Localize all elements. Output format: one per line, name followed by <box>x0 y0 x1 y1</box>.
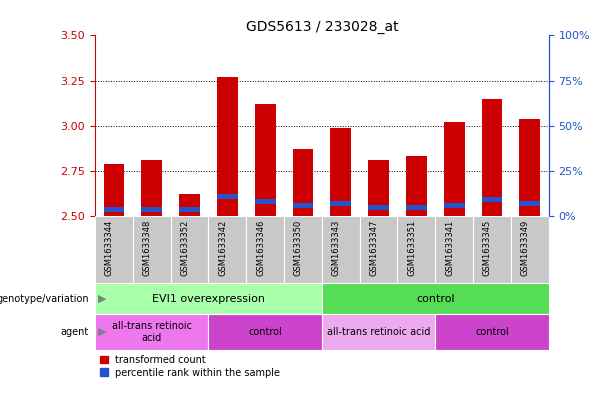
Text: control: control <box>248 327 282 337</box>
Text: all-trans retinoic acid: all-trans retinoic acid <box>327 327 430 337</box>
Bar <box>435 314 549 350</box>
Text: GSM1633347: GSM1633347 <box>370 219 378 276</box>
Text: GSM1633351: GSM1633351 <box>407 219 416 276</box>
Text: GSM1633349: GSM1633349 <box>520 219 530 276</box>
Bar <box>170 216 208 283</box>
Bar <box>246 216 284 283</box>
Bar <box>142 208 162 212</box>
Text: control: control <box>416 294 455 304</box>
Text: agent: agent <box>61 327 89 337</box>
Text: GSM1633342: GSM1633342 <box>218 219 227 276</box>
Text: GSM1633343: GSM1633343 <box>332 219 341 276</box>
Text: GSM1633346: GSM1633346 <box>256 219 265 276</box>
Text: GSM1633341: GSM1633341 <box>445 219 454 276</box>
Bar <box>255 104 275 216</box>
Text: all-trans retinoic
acid: all-trans retinoic acid <box>112 321 192 343</box>
Bar <box>482 197 502 202</box>
Text: GSM1633352: GSM1633352 <box>180 219 189 276</box>
Bar <box>133 216 170 283</box>
Bar <box>482 99 502 216</box>
Text: genotype/variation: genotype/variation <box>0 294 89 304</box>
Bar <box>95 314 208 350</box>
Text: ▶: ▶ <box>98 294 107 304</box>
Bar <box>292 149 313 216</box>
Title: GDS5613 / 233028_at: GDS5613 / 233028_at <box>246 20 398 34</box>
Bar <box>406 206 427 210</box>
Bar <box>284 216 322 283</box>
Bar <box>360 216 397 283</box>
Text: GSM1633345: GSM1633345 <box>483 219 492 276</box>
Bar <box>368 160 389 216</box>
Bar <box>104 164 124 216</box>
Bar <box>444 122 465 216</box>
Bar <box>368 206 389 210</box>
Bar <box>255 199 275 204</box>
Text: GSM1633344: GSM1633344 <box>105 219 114 276</box>
Bar <box>330 128 351 216</box>
Text: control: control <box>475 327 509 337</box>
Bar <box>208 314 322 350</box>
Bar <box>511 216 549 283</box>
Text: GSM1633348: GSM1633348 <box>143 219 151 276</box>
Bar <box>473 216 511 283</box>
Bar <box>444 203 465 208</box>
Bar <box>179 195 200 216</box>
Bar <box>397 216 435 283</box>
Bar <box>142 160 162 216</box>
Bar <box>217 194 238 199</box>
Bar <box>95 216 133 283</box>
Text: EVI1 overexpression: EVI1 overexpression <box>152 294 265 304</box>
Bar <box>208 216 246 283</box>
Text: GSM1633350: GSM1633350 <box>294 219 303 276</box>
Bar <box>104 208 124 212</box>
Bar <box>406 156 427 216</box>
Legend: transformed count, percentile rank within the sample: transformed count, percentile rank withi… <box>100 354 280 378</box>
Bar <box>179 208 200 212</box>
Text: ▶: ▶ <box>98 327 107 337</box>
Bar <box>292 203 313 208</box>
Bar <box>435 216 473 283</box>
Bar <box>519 119 540 216</box>
Bar <box>95 283 322 314</box>
Bar <box>322 314 435 350</box>
Bar <box>519 201 540 206</box>
Bar <box>330 201 351 206</box>
Bar <box>322 283 549 314</box>
Bar <box>217 77 238 216</box>
Bar <box>322 216 360 283</box>
